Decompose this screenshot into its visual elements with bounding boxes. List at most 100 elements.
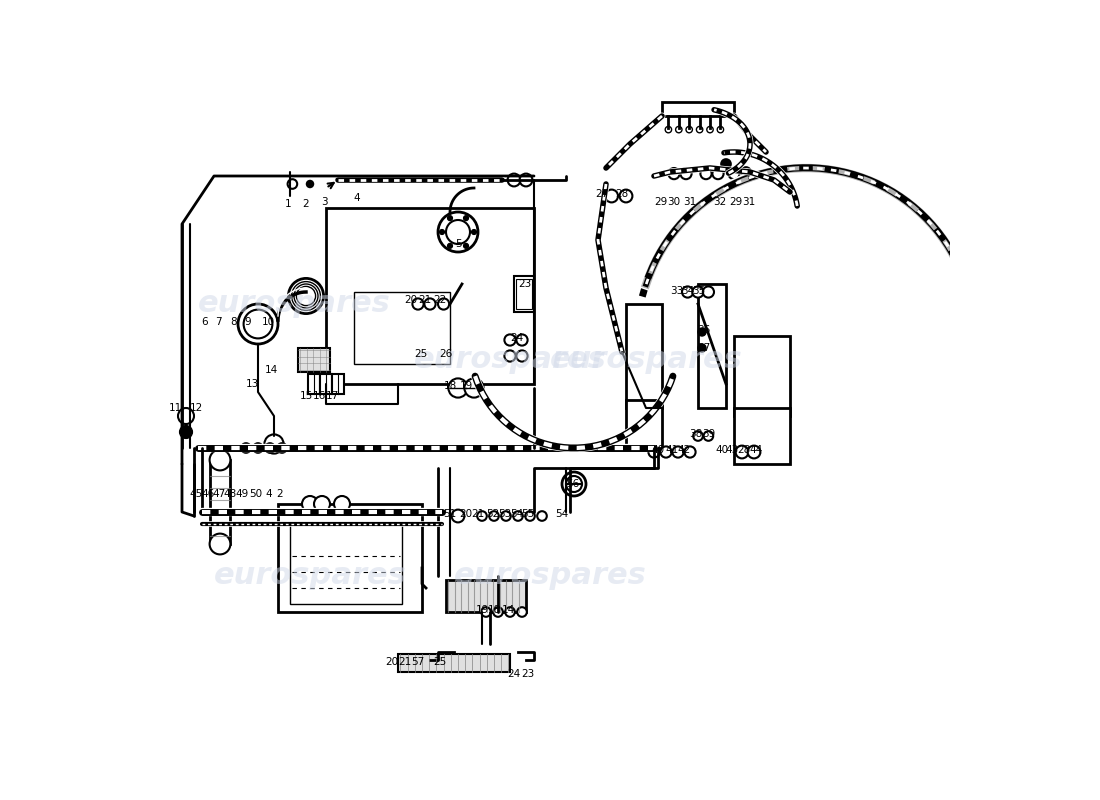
Circle shape	[463, 216, 469, 221]
Circle shape	[693, 431, 703, 441]
Text: 28: 28	[615, 189, 628, 198]
Circle shape	[660, 446, 672, 458]
Circle shape	[669, 168, 680, 179]
Bar	[734, 336, 790, 416]
Circle shape	[707, 126, 713, 133]
Text: 24: 24	[507, 669, 520, 678]
Circle shape	[179, 426, 192, 438]
Text: 4: 4	[353, 194, 360, 203]
Circle shape	[517, 607, 527, 617]
Text: 10: 10	[262, 318, 275, 327]
Circle shape	[210, 450, 230, 470]
Text: 40: 40	[715, 445, 728, 454]
Bar	[298, 348, 330, 372]
Bar	[332, 374, 343, 394]
Text: 19: 19	[460, 382, 473, 391]
Circle shape	[525, 511, 535, 521]
Text: 46: 46	[201, 490, 214, 499]
Circle shape	[243, 310, 273, 338]
Circle shape	[253, 443, 263, 453]
Text: 23: 23	[521, 669, 535, 678]
Text: 43: 43	[726, 445, 739, 454]
Text: 57: 57	[411, 658, 425, 667]
Text: 48: 48	[223, 490, 236, 499]
Text: eurospares: eurospares	[453, 562, 647, 590]
Text: 35: 35	[692, 286, 705, 296]
Bar	[320, 374, 331, 394]
Circle shape	[619, 190, 632, 202]
Text: 20: 20	[460, 509, 473, 518]
Text: 34: 34	[681, 286, 694, 296]
Text: 16: 16	[314, 391, 327, 401]
Text: 28: 28	[737, 445, 750, 454]
Circle shape	[507, 174, 520, 186]
Circle shape	[605, 190, 618, 202]
Text: 19: 19	[475, 605, 488, 614]
Bar	[698, 284, 726, 408]
Text: 13: 13	[245, 379, 258, 389]
Circle shape	[566, 476, 582, 492]
Text: eurospares: eurospares	[414, 346, 606, 374]
Circle shape	[701, 168, 712, 179]
Text: eurospares: eurospares	[198, 290, 390, 318]
Bar	[446, 580, 526, 612]
Text: 1: 1	[285, 199, 292, 209]
Text: 3: 3	[321, 197, 328, 206]
Circle shape	[178, 408, 194, 424]
Circle shape	[537, 511, 547, 521]
Circle shape	[241, 443, 251, 453]
Circle shape	[452, 510, 464, 522]
Text: 25: 25	[433, 658, 447, 667]
Text: 29: 29	[729, 197, 743, 206]
Text: 21: 21	[418, 295, 431, 305]
Text: 21: 21	[472, 509, 485, 518]
Circle shape	[717, 126, 724, 133]
Circle shape	[505, 607, 515, 617]
Circle shape	[490, 511, 498, 521]
Circle shape	[666, 126, 672, 133]
Text: 15: 15	[299, 391, 312, 401]
Circle shape	[514, 511, 522, 521]
Text: 18: 18	[487, 605, 500, 614]
Circle shape	[334, 496, 350, 512]
Bar	[734, 408, 790, 464]
Circle shape	[265, 443, 275, 453]
Text: 12: 12	[190, 403, 204, 413]
Circle shape	[728, 168, 739, 179]
Bar	[662, 102, 734, 116]
Text: 54: 54	[556, 509, 569, 518]
Text: 14: 14	[265, 365, 278, 374]
Text: 23: 23	[518, 279, 531, 289]
Text: 6: 6	[201, 318, 208, 327]
Circle shape	[463, 243, 469, 248]
Text: 25: 25	[414, 349, 427, 358]
Circle shape	[692, 286, 704, 298]
Circle shape	[516, 350, 528, 362]
Text: 7: 7	[216, 318, 222, 327]
Text: 53: 53	[498, 509, 512, 518]
Text: 54: 54	[509, 509, 522, 518]
Text: 21: 21	[398, 658, 411, 667]
Bar	[626, 304, 662, 408]
Circle shape	[703, 286, 714, 298]
Text: 18: 18	[443, 382, 456, 391]
Circle shape	[502, 511, 510, 521]
Circle shape	[314, 496, 330, 512]
Circle shape	[736, 446, 748, 458]
Circle shape	[748, 446, 760, 458]
Text: 33: 33	[670, 286, 683, 296]
Circle shape	[686, 126, 692, 133]
Circle shape	[277, 443, 287, 453]
Bar	[626, 400, 662, 448]
Circle shape	[464, 378, 484, 398]
Text: 5: 5	[454, 239, 461, 249]
Text: 2: 2	[302, 199, 309, 209]
Text: 36: 36	[697, 325, 711, 334]
Text: 47: 47	[212, 490, 226, 499]
Circle shape	[648, 446, 660, 458]
Circle shape	[684, 446, 695, 458]
Text: 20: 20	[404, 295, 417, 305]
Circle shape	[713, 168, 724, 179]
Text: 11: 11	[169, 403, 183, 413]
Circle shape	[448, 216, 452, 221]
